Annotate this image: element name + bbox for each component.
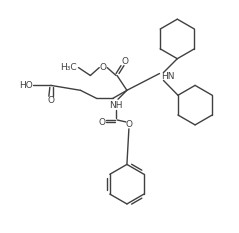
Text: O: O [100,63,107,72]
Text: HN: HN [162,72,175,81]
Text: O: O [121,57,128,66]
Text: H₃C: H₃C [60,63,76,72]
Text: O: O [47,96,54,105]
Text: O: O [99,118,106,127]
Text: NH: NH [109,101,123,110]
Text: HO: HO [19,81,33,90]
Text: O: O [125,120,132,129]
